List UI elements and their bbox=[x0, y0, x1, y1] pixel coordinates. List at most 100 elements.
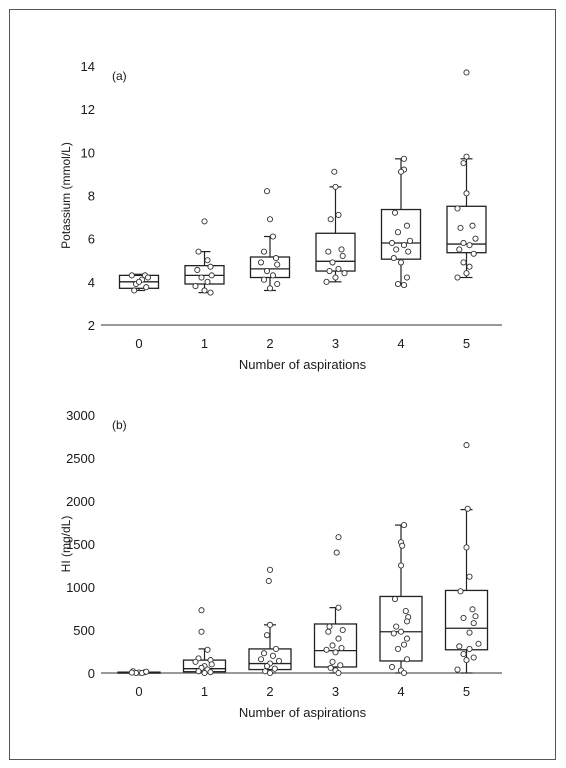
data-point bbox=[391, 209, 399, 216]
data-point bbox=[393, 246, 400, 253]
data-point bbox=[454, 666, 461, 673]
box-iqr bbox=[248, 648, 292, 671]
data-point bbox=[271, 665, 278, 672]
y-tick-label: 3000 bbox=[66, 408, 95, 423]
data-point bbox=[406, 237, 414, 244]
box-iqr bbox=[313, 623, 358, 668]
y-tick-label: 2000 bbox=[66, 494, 95, 509]
data-point bbox=[208, 272, 215, 279]
data-point bbox=[400, 282, 408, 289]
data-point bbox=[472, 235, 479, 242]
data-point bbox=[204, 257, 211, 264]
data-point bbox=[327, 664, 334, 671]
data-point bbox=[399, 542, 406, 549]
y-tick-label: 0 bbox=[88, 666, 95, 681]
y-tick-label: 1000 bbox=[66, 580, 95, 595]
data-point bbox=[143, 284, 150, 291]
data-point bbox=[266, 669, 274, 677]
box-iqr bbox=[446, 205, 487, 254]
data-point bbox=[198, 274, 205, 281]
data-point bbox=[454, 205, 461, 212]
data-point bbox=[464, 505, 471, 512]
data-point bbox=[257, 259, 265, 266]
data-point bbox=[329, 642, 336, 649]
data-point bbox=[466, 573, 473, 580]
data-point bbox=[266, 285, 274, 292]
data-point bbox=[457, 588, 464, 595]
data-point bbox=[131, 287, 138, 294]
data-point bbox=[400, 242, 408, 249]
data-point bbox=[274, 261, 281, 268]
data-point bbox=[337, 662, 344, 669]
y-tick-label: 8 bbox=[88, 189, 95, 204]
panel-b-y-axis-title: HI (mg/dL) bbox=[59, 516, 73, 573]
data-point bbox=[275, 657, 283, 665]
box-iqr bbox=[380, 208, 422, 260]
data-point bbox=[198, 607, 205, 614]
y-tick-label: 2 bbox=[88, 318, 95, 333]
data-point bbox=[463, 69, 470, 76]
data-point bbox=[391, 595, 399, 603]
data-point bbox=[269, 272, 277, 279]
data-point bbox=[338, 246, 345, 253]
data-point bbox=[201, 287, 208, 294]
data-point bbox=[207, 289, 214, 296]
data-point bbox=[394, 280, 402, 288]
data-point bbox=[470, 620, 477, 627]
data-point bbox=[403, 635, 411, 642]
data-point bbox=[335, 635, 342, 642]
x-tick-label: 1 bbox=[201, 336, 208, 351]
data-point bbox=[192, 283, 199, 290]
data-point bbox=[204, 646, 211, 653]
data-point bbox=[466, 645, 473, 652]
box-iqr bbox=[444, 589, 489, 651]
data-point bbox=[331, 168, 338, 175]
panel-a-potassium-chart: (a) Potassium (mmol/L) Number of aspirat… bbox=[59, 59, 502, 372]
data-point bbox=[260, 650, 268, 657]
y-tick-label: 14 bbox=[81, 59, 95, 74]
data-point bbox=[195, 248, 202, 255]
data-point bbox=[128, 669, 135, 676]
data-point bbox=[403, 222, 411, 229]
data-point bbox=[266, 216, 274, 223]
data-point bbox=[263, 267, 271, 275]
data-point bbox=[208, 661, 215, 668]
y-tick-label: 12 bbox=[81, 102, 95, 117]
data-point bbox=[329, 658, 336, 665]
panel-a-label: (a) bbox=[112, 69, 127, 83]
data-point bbox=[470, 250, 477, 257]
x-tick-label: 5 bbox=[463, 336, 470, 351]
x-tick-label: 5 bbox=[463, 684, 470, 699]
x-tick-label: 3 bbox=[332, 336, 339, 351]
data-point bbox=[335, 669, 342, 677]
data-point bbox=[463, 657, 470, 664]
data-point bbox=[472, 613, 479, 620]
data-point bbox=[274, 280, 281, 288]
data-point bbox=[460, 614, 467, 622]
x-tick-label: 2 bbox=[266, 684, 273, 699]
data-point bbox=[466, 629, 473, 636]
data-point bbox=[204, 278, 211, 285]
data-point bbox=[201, 669, 208, 677]
x-tick-label: 4 bbox=[397, 684, 404, 699]
data-point bbox=[335, 265, 342, 272]
data-point bbox=[397, 628, 405, 635]
data-point bbox=[207, 669, 214, 676]
data-point bbox=[332, 183, 339, 190]
data-point bbox=[456, 643, 463, 650]
data-point bbox=[335, 211, 342, 218]
data-point bbox=[201, 218, 208, 225]
data-point bbox=[469, 222, 476, 229]
data-point bbox=[260, 276, 268, 283]
data-point bbox=[263, 632, 271, 639]
box-iqr bbox=[315, 232, 356, 272]
data-point bbox=[338, 645, 345, 652]
data-point bbox=[466, 242, 473, 249]
data-point bbox=[463, 153, 470, 160]
data-point bbox=[272, 255, 280, 262]
data-point bbox=[143, 668, 150, 675]
data-point bbox=[454, 274, 461, 281]
data-point bbox=[463, 270, 470, 277]
figure-frame bbox=[9, 9, 556, 760]
data-point bbox=[390, 255, 397, 262]
